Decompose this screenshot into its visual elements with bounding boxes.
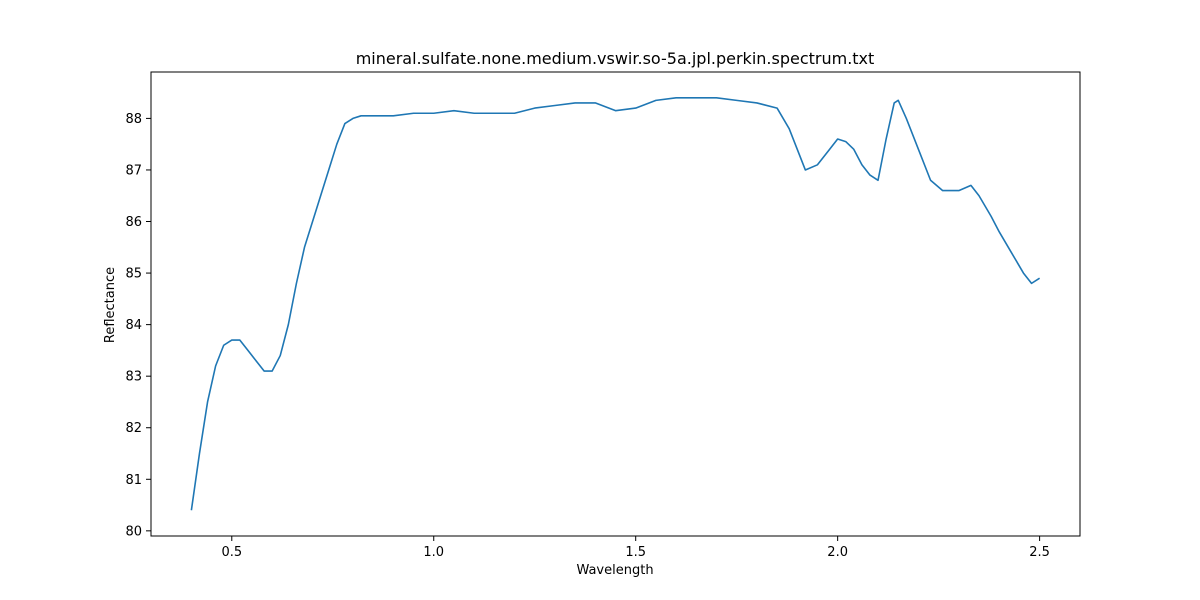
y-tick-label: 81 [125,473,142,488]
chart-title: mineral.sulfate.none.medium.vswir.so-5a.… [356,49,875,68]
x-tick-label: 0.5 [221,545,242,560]
y-tick-label: 86 [125,215,142,230]
plot-frame [150,71,1081,537]
y-tick-label: 87 [125,163,142,178]
y-tick-label: 80 [125,524,142,539]
y-tick-label: 85 [125,267,142,282]
y-tick-label: 88 [125,112,142,127]
plot-area [190,96,1041,511]
y-tick-label: 84 [125,318,142,333]
x-axis-title: Wavelength [576,563,653,578]
x-tick-label: 2.0 [827,545,848,560]
series-line-0 [190,96,1041,511]
x-tick-label: 1.0 [423,545,444,560]
x-tick-label: 1.5 [625,545,646,560]
y-tick-label: 83 [125,370,142,385]
axes: 0.5 1.0 1.5 2.0 2.5 80 81 82 83 84 85 86 87 88 [125,71,1081,560]
x-tick-label: 2.5 [1029,545,1050,560]
y-axis-title: Reflectance [103,267,118,343]
y-tick-label: 82 [125,421,142,436]
